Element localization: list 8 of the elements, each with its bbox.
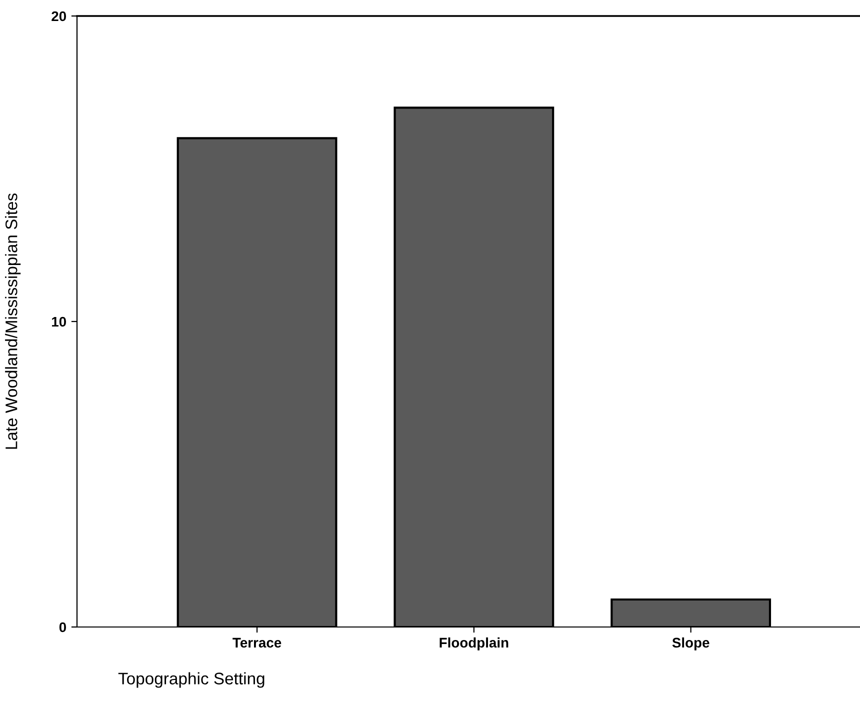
y-axis-title: Late Woodland/Mississippian Sites xyxy=(5,193,21,449)
x-tick-label: Slope xyxy=(672,637,710,650)
y-tick-label: 20 xyxy=(52,11,66,22)
y-tick-label: 10 xyxy=(52,316,66,327)
x-axis-title: Topographic Setting xyxy=(118,672,264,688)
y-tick-label: 0 xyxy=(59,622,66,632)
x-tick-label: Floodplain xyxy=(440,637,508,650)
x-tick-label: Terrace xyxy=(232,638,282,648)
